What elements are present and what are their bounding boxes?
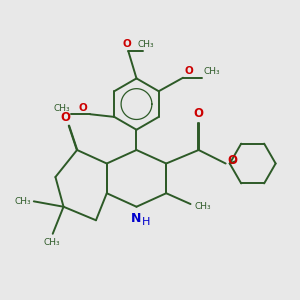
Text: O: O xyxy=(184,66,193,76)
Text: H: H xyxy=(142,217,150,226)
Text: CH₃: CH₃ xyxy=(14,197,31,206)
Text: CH₃: CH₃ xyxy=(203,68,220,76)
Text: CH₃: CH₃ xyxy=(53,104,70,113)
Text: O: O xyxy=(123,39,131,49)
Text: CH₃: CH₃ xyxy=(195,202,211,211)
Text: CH₃: CH₃ xyxy=(43,238,60,247)
Text: N: N xyxy=(131,212,142,225)
Text: O: O xyxy=(227,154,237,167)
Text: O: O xyxy=(194,107,204,120)
Text: O: O xyxy=(79,103,87,113)
Text: O: O xyxy=(60,110,70,124)
Text: CH₃: CH₃ xyxy=(138,40,154,49)
